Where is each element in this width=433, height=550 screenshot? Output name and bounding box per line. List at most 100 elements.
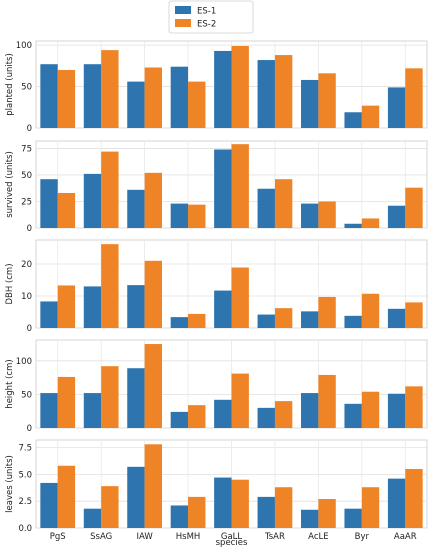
x-tick-label: HsMH (176, 532, 201, 542)
bar-es-2-hsmh (188, 405, 206, 428)
x-tick-label: AcLE (308, 532, 328, 542)
bar-es-2-acle (318, 73, 336, 128)
bar-es-2-gall (231, 144, 249, 228)
y-tick-label: 50 (21, 83, 32, 93)
bar-es-1-iaw (127, 466, 145, 528)
x-tick-label: Byr (355, 532, 370, 542)
x-tick-label: IAW (136, 532, 153, 542)
bar-es-1-byr (344, 223, 362, 228)
legend-swatch-es-1 (175, 6, 191, 14)
bar-es-2-tsar (274, 487, 293, 528)
bar-es-1-acle (301, 393, 319, 428)
bar-es-1-byr (344, 315, 362, 328)
x-tick-label: AaAR (394, 532, 417, 542)
bar-es-2-aaar (405, 187, 423, 228)
bar-es-1-hsmh (170, 505, 189, 528)
bar-es-1-tsar (257, 496, 275, 528)
y-tick-label: 2.5 (18, 497, 32, 507)
y-tick-label: 100 (16, 357, 32, 367)
bar-es-1-ssag (83, 173, 102, 228)
bar-es-1-pgs (40, 393, 58, 428)
bar-es-2-tsar (274, 179, 293, 228)
bar-es-2-acle (318, 201, 336, 228)
y-tick-label: 25 (21, 197, 32, 207)
bar-es-1-aaar (387, 478, 406, 528)
bar-es-2-byr (361, 391, 380, 428)
bar-es-1-pgs (40, 482, 58, 528)
bar-es-1-iaw (127, 81, 145, 128)
bar-es-1-ssag (83, 64, 102, 128)
bar-es-2-iaw (144, 344, 162, 428)
bar-es-1-acle (301, 203, 319, 228)
x-tick-label: PgS (50, 532, 66, 542)
bar-es-1-acle (301, 79, 319, 128)
bar-es-2-pgs (57, 70, 76, 128)
x-tick-label: SsAG (90, 532, 112, 542)
bar-es-2-iaw (144, 260, 162, 328)
bar-es-1-gall (214, 50, 232, 128)
x-axis-label: species (216, 538, 248, 548)
y-tick-label: 20 (21, 260, 32, 270)
bar-es-1-ssag (83, 393, 102, 428)
bar-es-2-iaw (144, 67, 162, 128)
bar-es-2-pgs (57, 285, 76, 328)
y-tick-label: 0 (27, 424, 32, 434)
y-tick-label: 50 (21, 171, 32, 181)
y-axis-label: survived (units) (5, 151, 15, 218)
bar-es-2-ssag (101, 366, 119, 428)
bar-es-2-hsmh (188, 496, 206, 528)
bar-es-1-iaw (127, 189, 145, 228)
y-tick-label: 5.0 (18, 470, 32, 480)
bar-es-2-gall (231, 373, 249, 428)
bar-es-2-gall (231, 479, 249, 528)
legend-label-es-2: ES-2 (197, 20, 216, 30)
bar-es-2-acle (318, 296, 336, 328)
bar-es-2-aaar (405, 68, 423, 128)
y-axis-label: leaves (units) (5, 455, 15, 513)
bar-es-2-acle (318, 374, 336, 428)
bar-es-2-ssag (101, 486, 119, 528)
bar-es-1-tsar (257, 407, 275, 428)
bar-es-2-tsar (274, 308, 293, 328)
bar-es-1-pgs (40, 179, 58, 228)
bar-es-1-aaar (387, 393, 406, 428)
bar-es-2-iaw (144, 444, 162, 528)
bar-es-1-iaw (127, 285, 145, 328)
bar-es-1-tsar (257, 60, 275, 128)
bar-es-1-acle (301, 311, 319, 328)
bar-es-2-hsmh (188, 313, 206, 328)
bar-es-1-pgs (40, 64, 58, 128)
bar-es-2-ssag (101, 151, 119, 228)
legend-label-es-1: ES-1 (197, 7, 216, 17)
bar-es-1-byr (344, 112, 362, 128)
bar-es-2-pgs (57, 465, 76, 528)
bar-es-2-aaar (405, 302, 423, 328)
bar-es-1-aaar (387, 205, 406, 228)
bar-es-2-tsar (274, 55, 293, 129)
bar-es-1-ssag (83, 286, 102, 328)
bar-es-1-gall (214, 477, 232, 528)
bar-es-1-hsmh (170, 411, 189, 428)
bar-es-1-byr (344, 403, 362, 428)
bar-es-2-aaar (405, 468, 423, 528)
bar-es-2-byr (361, 105, 380, 128)
bar-es-1-acle (301, 509, 319, 528)
bar-es-1-gall (214, 290, 232, 328)
y-tick-label: 75 (21, 144, 32, 154)
x-tick-label: GaLL (221, 532, 243, 542)
y-tick-label: 0 (27, 324, 32, 334)
bar-es-1-iaw (127, 368, 145, 428)
y-tick-label: 100 (16, 41, 32, 51)
y-tick-label: 0 (27, 224, 32, 234)
legend-swatch-es-2 (175, 19, 191, 27)
bar-es-1-tsar (257, 314, 275, 328)
bar-es-1-gall (214, 399, 232, 428)
bar-es-1-aaar (387, 308, 406, 328)
y-tick-label: 7.5 (18, 444, 32, 454)
y-axis-label: DBH (cm) (5, 263, 15, 304)
bar-es-1-aaar (387, 87, 406, 128)
bar-es-1-hsmh (170, 66, 189, 128)
bar-es-2-pgs (57, 192, 76, 228)
